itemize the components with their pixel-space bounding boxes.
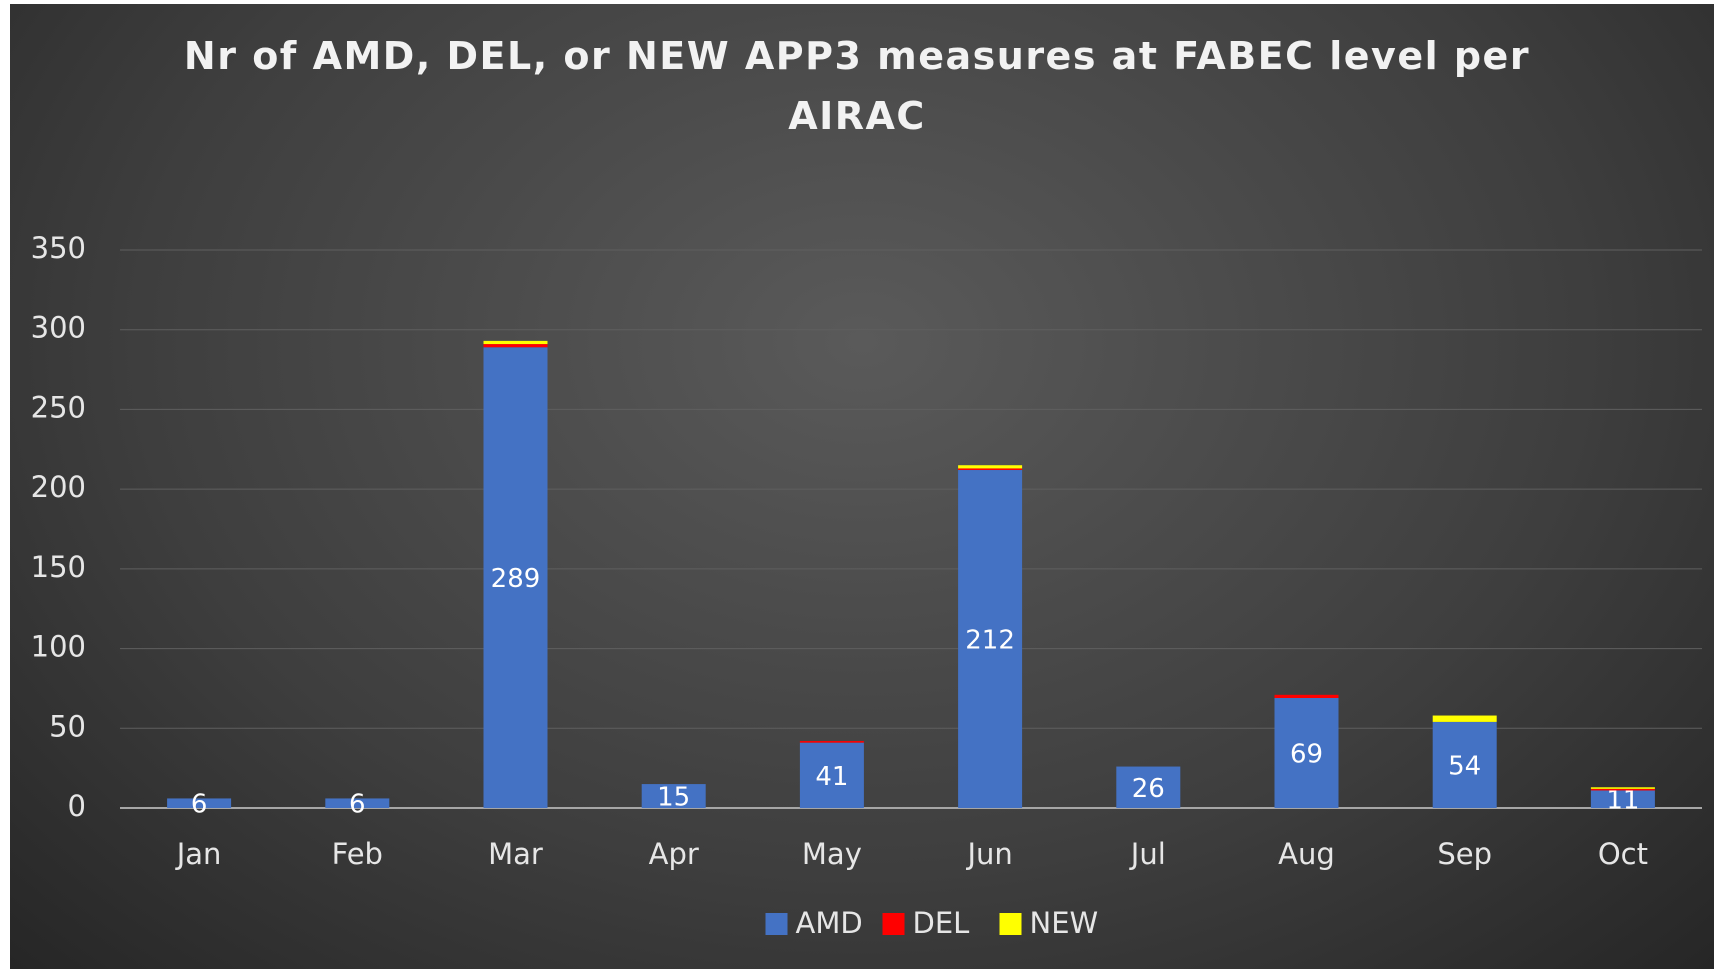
legend-label: NEW bbox=[1030, 906, 1099, 940]
chart-title: Nr of AMD, DEL, or NEW APP3 measures at … bbox=[183, 34, 1531, 138]
data-label: 6 bbox=[191, 790, 208, 820]
bar-segment bbox=[483, 340, 548, 345]
y-tick-label: 250 bbox=[31, 390, 86, 424]
x-tick-label: May bbox=[802, 837, 862, 871]
data-label: 41 bbox=[815, 762, 848, 792]
bar-segment bbox=[1590, 790, 1655, 808]
data-label: 54 bbox=[1448, 751, 1481, 781]
bar-segment bbox=[325, 798, 390, 808]
x-tick-label: Jan bbox=[175, 837, 222, 871]
x-tick-label: Jul bbox=[1129, 837, 1166, 871]
x-tick-label: Sep bbox=[1437, 837, 1492, 871]
legend-swatch bbox=[882, 913, 905, 935]
y-tick-label: 50 bbox=[49, 709, 86, 743]
bar-segment bbox=[958, 465, 1023, 469]
bar-segment bbox=[1590, 787, 1655, 789]
y-tick-label: 0 bbox=[68, 789, 86, 823]
bar-segment bbox=[958, 470, 1023, 808]
x-tick-label: Oct bbox=[1598, 837, 1648, 871]
data-label: 212 bbox=[965, 626, 1015, 656]
x-tick-label: Mar bbox=[488, 837, 543, 871]
data-label: 69 bbox=[1290, 739, 1323, 769]
x-tick-label: Jun bbox=[965, 837, 1012, 871]
bar-segment bbox=[1274, 694, 1339, 698]
bar-segment bbox=[483, 347, 548, 808]
data-label: 6 bbox=[349, 790, 366, 820]
data-label: 15 bbox=[657, 783, 690, 813]
y-tick-label: 200 bbox=[31, 470, 86, 504]
x-tick-label: Feb bbox=[332, 837, 383, 871]
x-tick-label: Apr bbox=[649, 837, 699, 871]
y-tick-label: 150 bbox=[31, 550, 86, 584]
bar-segment bbox=[799, 742, 864, 808]
data-label: 11 bbox=[1606, 786, 1639, 816]
legend-label: AMD bbox=[796, 906, 863, 940]
data-label: 26 bbox=[1132, 774, 1165, 804]
y-tick-label: 100 bbox=[31, 630, 86, 664]
bar-segment bbox=[1590, 788, 1655, 791]
legend-swatch bbox=[999, 913, 1022, 935]
bar-segment bbox=[167, 798, 232, 808]
x-tick-label: Aug bbox=[1278, 837, 1335, 871]
bar-segment bbox=[1116, 766, 1181, 808]
bar-segment bbox=[958, 468, 1023, 471]
legend-label: DEL bbox=[913, 906, 970, 940]
bar-segment bbox=[1274, 697, 1339, 808]
legend-swatch bbox=[765, 913, 788, 935]
y-tick-label: 300 bbox=[31, 311, 86, 345]
data-label: 289 bbox=[491, 564, 541, 594]
bar-segment bbox=[641, 784, 706, 808]
y-tick-label: 350 bbox=[31, 231, 86, 265]
bar-segment bbox=[799, 741, 864, 743]
bar-segment bbox=[483, 344, 548, 348]
bar-segment bbox=[1432, 721, 1497, 808]
bar-segment bbox=[1432, 715, 1497, 722]
